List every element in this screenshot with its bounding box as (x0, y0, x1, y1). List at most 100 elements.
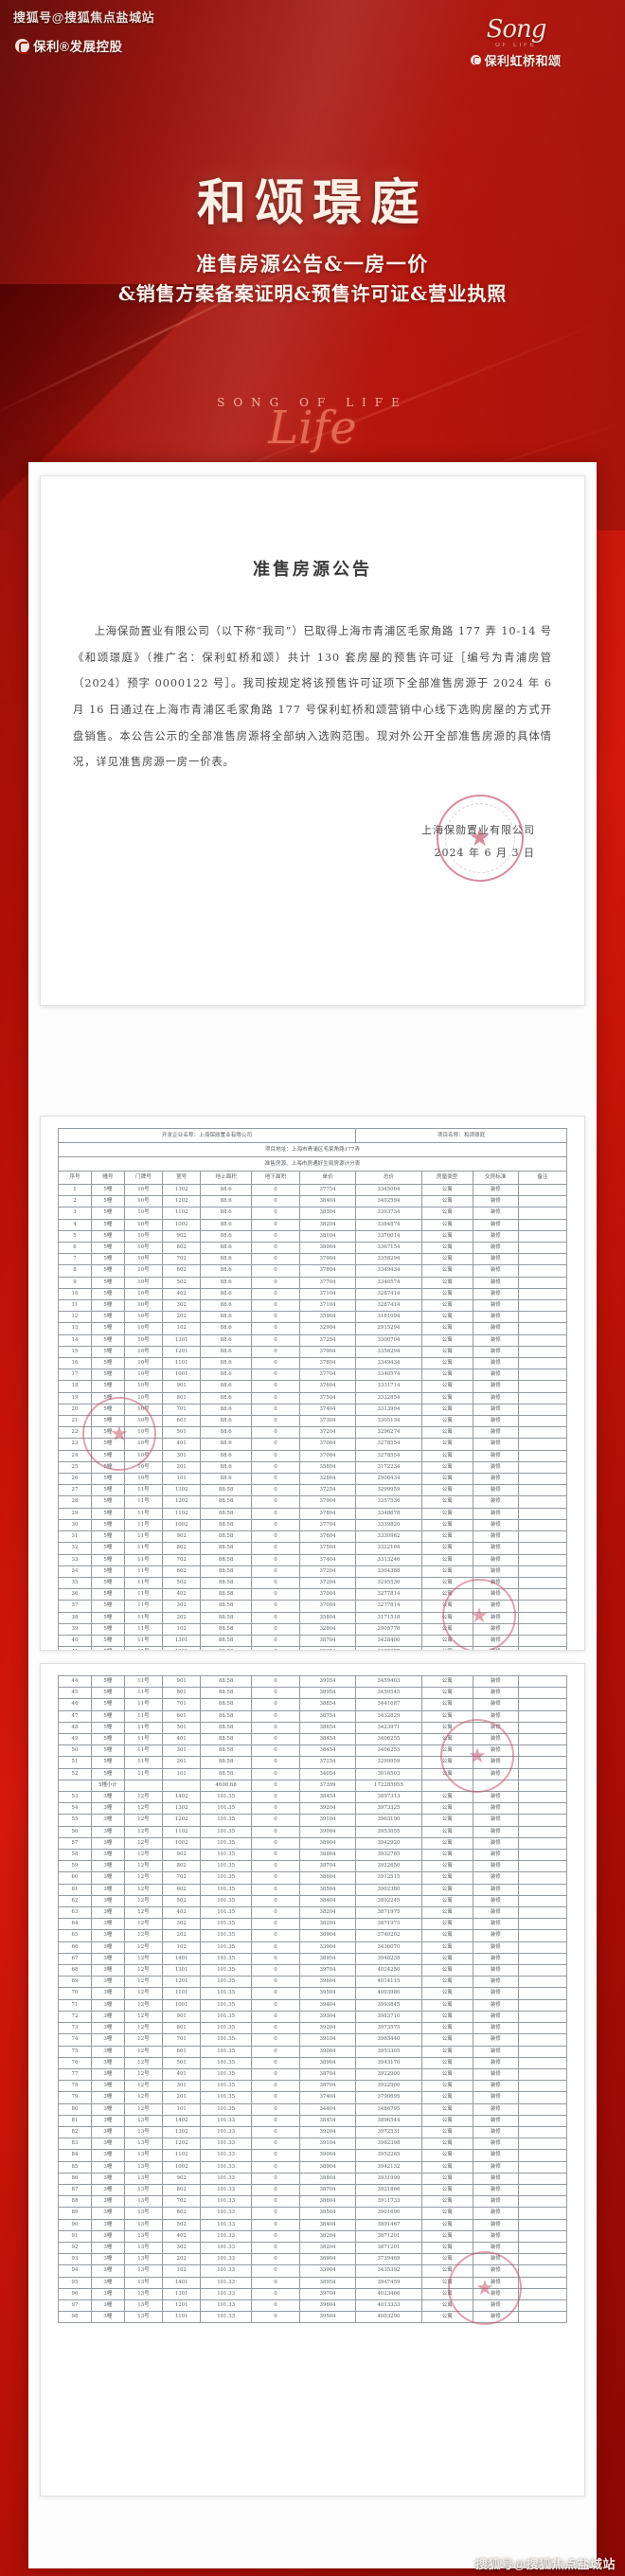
table-cell: 501 (162, 1721, 202, 1735)
table-cell: 34054 (298, 1767, 357, 1780)
table-cell: 302 (162, 1600, 202, 1613)
table-cell: 5幢 (90, 1311, 125, 1324)
table-cell (517, 2229, 568, 2243)
table-cell: 101.35 (200, 1883, 252, 1896)
table-cell: 1202 (162, 2138, 202, 2151)
table-cell: 37904 (298, 1253, 357, 1266)
table-cell: 0 (251, 1449, 300, 1462)
table-cell: 10号 (123, 1183, 164, 1197)
table-cell: 装修 (472, 1791, 519, 1804)
table-cell: 3892245 (355, 1894, 422, 1908)
table-cell: 10号 (123, 1195, 164, 1208)
announcement-document[interactable]: 准售房源公告 上海保勋置业有限公司（以下称“我司”）已取得上海市青浦区毛家角路 … (40, 475, 585, 1006)
table-cell (517, 1530, 568, 1544)
table-cell: 10号 (123, 1391, 164, 1404)
table-cell: 20 (58, 1403, 92, 1417)
price-sheet-page-2[interactable]: 44 5幢 11号 901 88.58 0 39054 3459403 公寓 装修 45 5幢 11号 8… (40, 1663, 585, 2496)
table-cell: 公寓 (420, 1894, 473, 1908)
table-cell: 3973575 (355, 2022, 422, 2035)
table-cell: 装修 (472, 1426, 519, 1440)
table-cell: 装修 (472, 1941, 519, 1954)
document-scroll-panel[interactable]: 准售房源公告 上海保勋置业有限公司（以下称“我司”）已取得上海市青浦区毛家角路 … (28, 462, 597, 2568)
table-cell: 5幢 (90, 1345, 125, 1359)
table-cell: 37404 (298, 2091, 357, 2104)
table-cell: 89 (58, 2207, 92, 2220)
table-cell: 10号 (123, 1218, 164, 1231)
table-cell: 3406255 (355, 1744, 422, 1758)
table-cell: 装修 (472, 1242, 519, 1255)
table-cell: 公寓 (420, 1929, 473, 1942)
table-cell: 101.33 (200, 2253, 252, 2266)
table-cell: 公寓 (420, 2114, 473, 2127)
table-row: 21 5幢 10号 601 88.6 0 37304 3305134 公寓 装修 (58, 1415, 568, 1428)
table-cell: 公寓 (420, 1276, 473, 1289)
table-cell: 3305134 (355, 1415, 422, 1428)
table-cell: 装修 (472, 1721, 519, 1735)
table-cell: 601 (162, 1709, 202, 1723)
column-header: 地上面积 (200, 1171, 252, 1185)
table-cell: 10号 (123, 1242, 164, 1255)
table-cell: 11号 (123, 1646, 164, 1650)
table-cell: 37104 (298, 1287, 357, 1301)
project-logo-subtext: OF LIFE (495, 43, 537, 48)
table-cell: 公寓 (420, 1634, 473, 1648)
table-cell: 3300704 (355, 1333, 422, 1347)
table-cell: 公寓 (420, 1473, 473, 1486)
table-cell: 1202 (162, 1495, 202, 1509)
column-header: 交房标准 (472, 1171, 519, 1185)
table-cell (517, 2218, 568, 2231)
table-cell: 502 (162, 1576, 202, 1590)
table-cell (517, 2195, 568, 2209)
table-cell: 0 (251, 1473, 300, 1486)
table-cell: 101.33 (200, 2149, 252, 2162)
hero-subtitle: 准售房源公告&一房一价 &销售方案备案证明&预售许可证&营业执照 (0, 249, 625, 310)
table-cell: 3幢 (90, 2091, 125, 2104)
table-row: 81 3幢 13号 1402 101.33 0 38454 3896544 公寓 装修 (58, 2114, 568, 2127)
table-row: 73 3幢 12号 801 101.35 0 39204 3973575 公寓 装修 (58, 2022, 568, 2035)
price-sheet-page-1[interactable]: 开发企业名称：上海保勋置业有限公司 项目名称：和颂璟庭 项目地址：上海市青浦区毛家角… (40, 1116, 585, 1651)
table-cell: 13号 (123, 2287, 164, 2300)
table-cell: 38504 (298, 1883, 357, 1896)
table-cell: 11号 (123, 1674, 164, 1689)
table-cell (517, 1709, 568, 1723)
table-cell: 80 (58, 2102, 92, 2116)
table-cell: 5幢 (90, 1426, 125, 1440)
table-cell: 3287414 (355, 1299, 422, 1313)
table-cell: 公寓 (420, 1825, 473, 1838)
table-cell: 0 (251, 1484, 300, 1497)
table-cell: 12号 (123, 1906, 164, 1920)
table-row: 34 5幢 11号 602 88.58 0 37204 3304388 公寓 装修 (58, 1565, 568, 1578)
table-cell: 0 (251, 1530, 300, 1544)
table-cell: 装修 (472, 1322, 519, 1335)
table-cell: 0 (251, 2067, 300, 2082)
table-cell: 装修 (472, 1299, 519, 1313)
table-cell: 3871201 (355, 2241, 422, 2255)
table-cell: 101.33 (200, 2241, 252, 2255)
table-cell: 101 (162, 2102, 202, 2116)
table-cell: 公寓 (420, 1242, 473, 1255)
table-cell: 公寓 (420, 1906, 473, 1920)
table-row: 56 3幢 12号 1102 101.35 0 39004 3953055 公寓 装修 (58, 1825, 568, 1838)
table-cell: 3331714 (355, 1380, 422, 1393)
table-cell (517, 1542, 568, 1555)
table-row: 4 5幢 10号 1002 88.6 0 38204 3384874 公寓 装修 (58, 1218, 568, 1231)
table-cell: 88.6 (200, 1264, 252, 1278)
table-cell: 公寓 (420, 1183, 473, 1197)
announcement-paragraph: 上海保勋置业有限公司（以下称“我司”）已取得上海市青浦区毛家角路 177 弄 1… (73, 625, 552, 769)
table-cell: 101.35 (200, 2091, 252, 2104)
table-cell (517, 2160, 568, 2174)
table-cell: 3947459 (355, 2276, 422, 2289)
table-cell: 4608.68 (200, 1779, 252, 1793)
table-cell: 94 (58, 2264, 92, 2278)
table-cell: 18 (58, 1380, 92, 1393)
hero-subtitle-line2: &销售方案备案证明&预售许可证&营业执照 (117, 282, 508, 306)
table-cell: 0 (251, 2022, 300, 2035)
table-row: 77 3幢 12号 401 101.35 0 38704 3922900 公寓 装修 (58, 2067, 568, 2082)
table-cell: 37404 (298, 1553, 357, 1566)
table-cell: 88.58 (200, 1611, 252, 1624)
table-cell: 39104 (298, 2033, 357, 2047)
table-cell (517, 1987, 568, 2000)
table-cell: 0 (251, 1721, 300, 1735)
table-cell: 13号 (123, 2253, 164, 2266)
table-cell: 86 (58, 2172, 92, 2185)
